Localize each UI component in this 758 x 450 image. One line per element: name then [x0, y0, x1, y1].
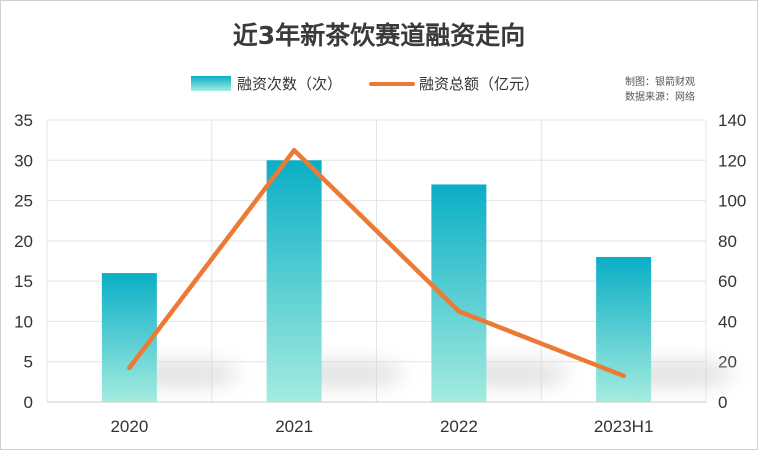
- legend-label-bar: 融资次数（次）: [237, 75, 342, 93]
- line-point-2020: [127, 365, 132, 370]
- x-tick-1: 2021: [275, 417, 313, 436]
- y-left-tick-6: 30: [14, 151, 33, 170]
- y-left-tick-3: 15: [14, 272, 33, 291]
- legend-label-line: 融资总额（亿元）: [419, 75, 539, 93]
- line-point-2021: [291, 148, 297, 153]
- y-left-tick-1: 5: [24, 353, 33, 372]
- x-tick-3: 2023H1: [594, 417, 654, 436]
- y-left-tick-0: 0: [24, 393, 33, 412]
- y-right-tick-6: 120: [718, 151, 746, 170]
- y-right-tick-2: 40: [718, 312, 737, 331]
- line-point-2023H1: [621, 373, 626, 379]
- y-left-tick-7: 35: [14, 111, 33, 130]
- y-left-tick-5: 25: [14, 192, 33, 211]
- line-point-2022: [456, 309, 462, 314]
- y-right-tick-0: 0: [718, 393, 727, 412]
- credit-source: 数据来源：网络: [625, 90, 695, 103]
- legend-swatch-bar: [191, 76, 231, 91]
- bar-2021: [266, 160, 322, 402]
- chart-title: 近3年新茶饮赛道融资走向: [233, 21, 525, 50]
- x-tick-2: 2022: [440, 417, 478, 436]
- y-right-tick-3: 60: [718, 272, 737, 291]
- y-left-tick-4: 20: [14, 232, 33, 251]
- y-right-tick-4: 80: [718, 232, 737, 251]
- x-tick-0: 2020: [110, 417, 148, 436]
- bar-2020: [101, 273, 157, 402]
- credit-author: 制图：银箭财观: [625, 75, 695, 88]
- y-right-tick-5: 100: [718, 192, 746, 211]
- bar-2023H1: [596, 256, 652, 402]
- y-left-tick-2: 10: [14, 312, 33, 331]
- legend: 融资次数（次） 融资总额（亿元）: [191, 75, 539, 93]
- y-right-tick-7: 140: [718, 111, 746, 130]
- line-series-amount: [127, 147, 626, 379]
